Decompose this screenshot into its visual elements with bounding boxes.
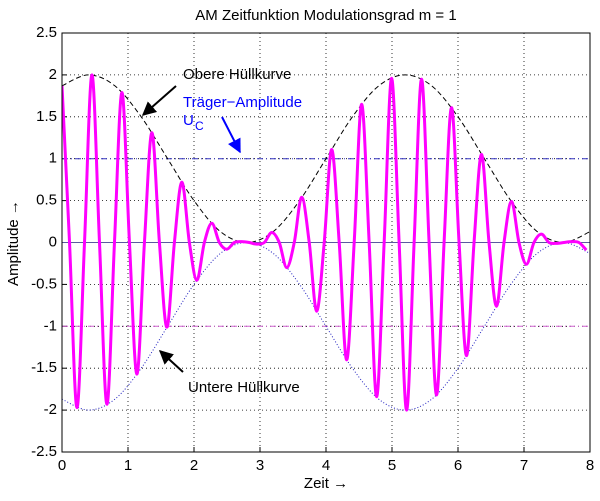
x-tick-label: 4 bbox=[322, 457, 330, 474]
y-axis-label: Amplitude → bbox=[5, 200, 22, 286]
annotation: Obere Hüllkurve bbox=[183, 66, 291, 83]
annotation-subscript: C bbox=[195, 119, 204, 133]
y-tick-label: -1 bbox=[44, 317, 57, 334]
y-tick-label: 0.5 bbox=[36, 192, 57, 209]
y-tick-label: 1 bbox=[49, 150, 57, 167]
y-tick-label: -2.5 bbox=[31, 443, 57, 460]
x-axis-label: Zeit → bbox=[304, 475, 348, 492]
annotation: U bbox=[183, 112, 194, 129]
y-tick-label: -1.5 bbox=[31, 359, 57, 376]
x-tick-label: 6 bbox=[454, 457, 462, 474]
y-tick-label: 2 bbox=[49, 66, 57, 83]
x-tick-label: 7 bbox=[520, 457, 528, 474]
plot-frame bbox=[61, 32, 591, 453]
x-tick-label: 2 bbox=[190, 457, 198, 474]
line-series bbox=[62, 241, 590, 411]
arrow bbox=[221, 116, 241, 154]
arrow bbox=[141, 85, 177, 116]
x-tick-label: 1 bbox=[124, 457, 132, 474]
y-tick-label: 1.5 bbox=[36, 108, 57, 125]
y-tick-label: 2.5 bbox=[36, 24, 57, 41]
line-series bbox=[62, 74, 590, 244]
x-tick-label: 5 bbox=[388, 457, 396, 474]
x-tick-label: 3 bbox=[256, 457, 264, 474]
annotation: Träger−Amplitude bbox=[183, 94, 302, 111]
y-tick-label: 0 bbox=[49, 233, 57, 250]
arrow bbox=[158, 350, 184, 373]
x-tick-label: 8 bbox=[586, 457, 594, 474]
chart-title: AM Zeitfunktion Modulationsgrad m = 1 bbox=[195, 7, 456, 24]
annotation: Untere Hüllkurve bbox=[188, 379, 300, 396]
y-tick-label: -2 bbox=[44, 401, 57, 418]
line-series bbox=[62, 73, 588, 412]
x-tick-label: 0 bbox=[58, 457, 66, 474]
y-tick-label: -0.5 bbox=[31, 275, 57, 292]
